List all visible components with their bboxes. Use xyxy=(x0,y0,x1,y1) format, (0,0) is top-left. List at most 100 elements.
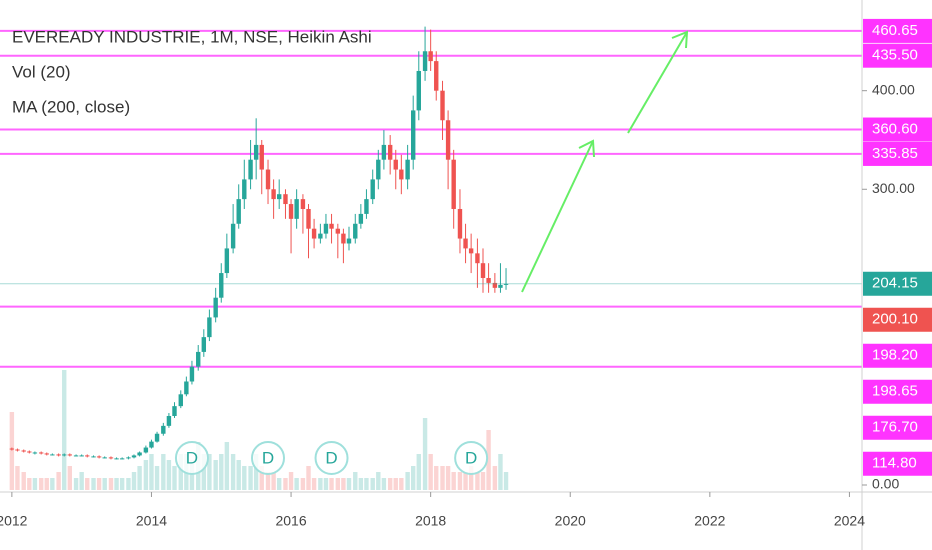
candle-body xyxy=(335,228,341,234)
volume-bar xyxy=(498,454,503,490)
volume-bar xyxy=(271,472,276,490)
candle-body xyxy=(475,253,480,264)
event-label: D xyxy=(465,448,477,467)
volume-bar xyxy=(428,454,433,490)
candle-body xyxy=(172,406,177,416)
candle-body xyxy=(468,248,474,254)
price-label-box xyxy=(863,18,932,43)
volume-bar xyxy=(416,454,421,490)
candle-body xyxy=(230,223,236,249)
candle-body xyxy=(73,455,79,457)
candle-body xyxy=(32,452,38,454)
candle-body xyxy=(27,451,32,453)
volume-bar xyxy=(335,478,341,490)
y-tick-label: 400.00 xyxy=(872,81,915,97)
candle-body xyxy=(405,159,410,180)
candle-body xyxy=(149,441,154,448)
price-label-box xyxy=(863,343,932,368)
volume-bar xyxy=(126,478,131,490)
volume-bar xyxy=(283,478,288,490)
volume-bar xyxy=(207,454,212,490)
volume-bar xyxy=(219,454,224,490)
volume-bar xyxy=(224,442,230,490)
volume-bar xyxy=(276,478,282,490)
candle-body xyxy=(393,159,398,170)
volume-bar xyxy=(143,460,149,490)
candle-body xyxy=(265,169,271,190)
candle-body xyxy=(341,233,346,244)
candle-body xyxy=(259,144,264,170)
volume-bar xyxy=(294,478,299,490)
candle-body xyxy=(44,453,49,455)
volume-bar xyxy=(56,472,61,490)
indicator-label: MA (200, close) xyxy=(12,97,130,116)
volume-bar xyxy=(405,472,410,490)
x-tick-label: 2018 xyxy=(415,513,446,529)
volume-bar xyxy=(480,472,486,490)
volume-bar xyxy=(381,478,387,490)
candle-body xyxy=(207,317,212,338)
volume-bar xyxy=(44,478,49,490)
candle-body xyxy=(21,450,26,452)
volume-bar xyxy=(230,454,236,490)
volume-bar xyxy=(475,472,480,490)
arrow-head xyxy=(578,139,595,158)
volume-bar xyxy=(119,478,125,490)
volume-bar xyxy=(9,412,15,490)
candle-body xyxy=(381,144,387,160)
candle-body xyxy=(463,238,468,249)
volume-bar xyxy=(306,466,311,490)
volume-bar xyxy=(358,478,364,490)
candle-body xyxy=(445,120,451,160)
volume-bar xyxy=(161,454,166,490)
candle-body xyxy=(119,458,125,460)
volume-bar xyxy=(166,460,172,490)
arrow-head xyxy=(671,30,689,49)
price-label-box xyxy=(863,43,932,68)
candle-body xyxy=(38,452,44,454)
candle-body xyxy=(276,194,282,200)
volume-bar xyxy=(38,478,44,490)
candle-body xyxy=(102,457,107,459)
candle-body xyxy=(416,70,421,111)
price-label-box xyxy=(863,307,932,332)
candle-body xyxy=(311,228,317,239)
arrow xyxy=(627,31,688,134)
candle-body xyxy=(480,263,486,278)
volume-bar xyxy=(311,478,317,490)
price-label: 200.10 xyxy=(872,311,918,328)
candle-body xyxy=(85,455,90,457)
volume-bar xyxy=(248,466,253,490)
volume-bar xyxy=(91,478,96,490)
candle-body xyxy=(114,458,119,460)
volume-bar xyxy=(457,472,463,490)
candle-body xyxy=(201,337,207,352)
candle-body xyxy=(248,159,253,180)
candle-body xyxy=(428,51,433,62)
volume-bar xyxy=(399,478,404,490)
volume-bar xyxy=(440,466,445,490)
candle-body xyxy=(283,194,288,205)
price-label-box xyxy=(863,379,932,404)
candle-body xyxy=(184,381,189,395)
candle-body xyxy=(422,51,428,71)
candle-body xyxy=(498,284,503,288)
volume-bar xyxy=(253,454,259,490)
price-label-box xyxy=(863,415,932,440)
candle-body xyxy=(323,223,329,234)
price-label: 335.85 xyxy=(872,145,918,162)
volume-bar xyxy=(353,472,358,490)
volume-bar xyxy=(341,478,346,490)
volume-bar xyxy=(463,472,468,490)
price-label: 204.15 xyxy=(872,275,918,292)
candle-body xyxy=(56,454,61,456)
price-label: 198.65 xyxy=(872,383,918,400)
candle-body xyxy=(370,179,375,200)
candle-body xyxy=(67,454,72,456)
price-label: 198.20 xyxy=(872,347,918,364)
volume-bar xyxy=(108,478,114,490)
volume-bar xyxy=(434,466,439,490)
volume-bar xyxy=(411,466,416,490)
volume-bar xyxy=(85,478,90,490)
volume-bar xyxy=(422,418,428,490)
